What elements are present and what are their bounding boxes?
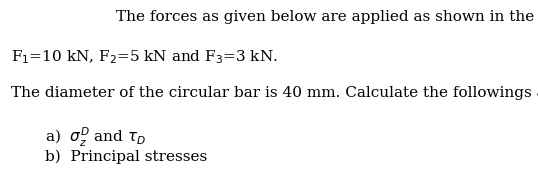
Text: The forces as given below are applied as shown in the figure.: The forces as given below are applied as… xyxy=(116,10,538,24)
Text: a)  $\sigma_z^D$ and $\tau_D$: a) $\sigma_z^D$ and $\tau_D$ xyxy=(45,126,146,149)
Text: b)  Principal stresses: b) Principal stresses xyxy=(45,149,207,164)
Text: F$_1$=10 kN, F$_2$=5 kN and F$_3$=3 kN.: F$_1$=10 kN, F$_2$=5 kN and F$_3$=3 kN. xyxy=(11,49,278,66)
Text: The diameter of the circular bar is 40 mm. Calculate the followings at point D;: The diameter of the circular bar is 40 m… xyxy=(11,86,538,100)
